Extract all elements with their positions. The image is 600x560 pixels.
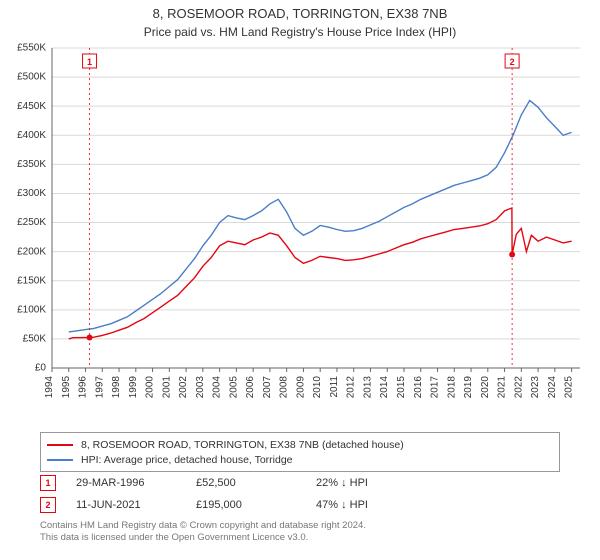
sale-row: 1 29-MAR-1996 £52,500 22% ↓ HPI	[40, 472, 560, 494]
sales-table: 1 29-MAR-1996 £52,500 22% ↓ HPI 2 11-JUN…	[40, 472, 560, 516]
svg-text:£250K: £250K	[17, 217, 46, 228]
svg-text:2002: 2002	[178, 376, 189, 399]
svg-text:2006: 2006	[245, 376, 256, 399]
svg-text:2020: 2020	[480, 376, 491, 399]
legend-swatch	[47, 444, 73, 446]
sale-row: 2 11-JUN-2021 £195,000 47% ↓ HPI	[40, 494, 560, 516]
svg-text:2014: 2014	[379, 376, 390, 399]
svg-text:2005: 2005	[228, 376, 239, 399]
svg-text:1: 1	[87, 57, 92, 67]
svg-text:2004: 2004	[212, 376, 223, 399]
svg-text:2019: 2019	[463, 376, 474, 399]
svg-text:2008: 2008	[279, 376, 290, 399]
sale-price: £52,500	[196, 477, 316, 489]
svg-text:1994: 1994	[44, 376, 55, 399]
svg-text:1997: 1997	[94, 376, 105, 399]
legend-label: 8, ROSEMOOR ROAD, TORRINGTON, EX38 7NB (…	[81, 439, 404, 451]
svg-text:£150K: £150K	[17, 275, 46, 286]
legend-item: 8, ROSEMOOR ROAD, TORRINGTON, EX38 7NB (…	[47, 437, 553, 452]
svg-text:£0: £0	[35, 363, 47, 374]
svg-text:1995: 1995	[61, 376, 72, 399]
sale-date: 29-MAR-1996	[76, 477, 196, 489]
svg-text:1998: 1998	[111, 376, 122, 399]
svg-text:2017: 2017	[430, 376, 441, 399]
svg-text:2003: 2003	[195, 376, 206, 399]
footer-line: This data is licensed under the Open Gov…	[40, 532, 560, 544]
sale-marker-icon: 2	[40, 497, 56, 513]
sale-price: £195,000	[196, 499, 316, 511]
svg-text:£200K: £200K	[17, 246, 46, 257]
svg-text:£350K: £350K	[17, 159, 46, 170]
legend-label: HPI: Average price, detached house, Torr…	[81, 454, 293, 466]
svg-text:2012: 2012	[346, 376, 357, 399]
svg-text:£500K: £500K	[17, 72, 46, 83]
svg-text:2015: 2015	[396, 376, 407, 399]
svg-text:£50K: £50K	[23, 334, 47, 345]
svg-text:2021: 2021	[497, 376, 508, 399]
sale-delta: 22% ↓ HPI	[316, 477, 436, 489]
svg-text:2022: 2022	[513, 376, 524, 399]
svg-text:2016: 2016	[413, 376, 424, 399]
sale-marker-icon: 1	[40, 475, 56, 491]
svg-text:£100K: £100K	[17, 304, 46, 315]
svg-text:1999: 1999	[128, 376, 139, 399]
svg-text:£300K: £300K	[17, 188, 46, 199]
svg-text:2001: 2001	[161, 376, 172, 399]
svg-text:2013: 2013	[362, 376, 373, 399]
svg-text:1996: 1996	[78, 376, 89, 399]
svg-text:2025: 2025	[564, 376, 575, 399]
svg-text:2011: 2011	[329, 376, 340, 398]
footer-line: Contains HM Land Registry data © Crown c…	[40, 520, 560, 532]
svg-text:2000: 2000	[145, 376, 156, 399]
sale-delta: 47% ↓ HPI	[316, 499, 436, 511]
chart-title-line2: Price paid vs. HM Land Registry's House …	[0, 23, 600, 39]
svg-text:£550K: £550K	[17, 43, 46, 54]
svg-text:2009: 2009	[295, 376, 306, 399]
svg-text:2024: 2024	[547, 376, 558, 399]
legend-swatch	[47, 459, 73, 461]
legend: 8, ROSEMOOR ROAD, TORRINGTON, EX38 7NB (…	[40, 432, 560, 472]
chart-svg: 12 £0£50K£100K£150K£200K£250K£300K£350K£…	[52, 48, 580, 388]
sale-date: 11-JUN-2021	[76, 499, 196, 511]
svg-text:2018: 2018	[446, 376, 457, 399]
chart-container: 8, ROSEMOOR ROAD, TORRINGTON, EX38 7NB P…	[0, 0, 600, 560]
chart-title-line1: 8, ROSEMOOR ROAD, TORRINGTON, EX38 7NB	[0, 0, 600, 23]
svg-text:2: 2	[510, 57, 515, 67]
chart-plot-area: 12 £0£50K£100K£150K£200K£250K£300K£350K£…	[52, 48, 580, 388]
svg-text:2010: 2010	[312, 376, 323, 399]
svg-text:£400K: £400K	[17, 130, 46, 141]
footer: Contains HM Land Registry data © Crown c…	[40, 520, 560, 545]
svg-text:2007: 2007	[262, 376, 273, 399]
svg-text:2023: 2023	[530, 376, 541, 399]
svg-text:£450K: £450K	[17, 101, 46, 112]
legend-item: HPI: Average price, detached house, Torr…	[47, 452, 553, 467]
